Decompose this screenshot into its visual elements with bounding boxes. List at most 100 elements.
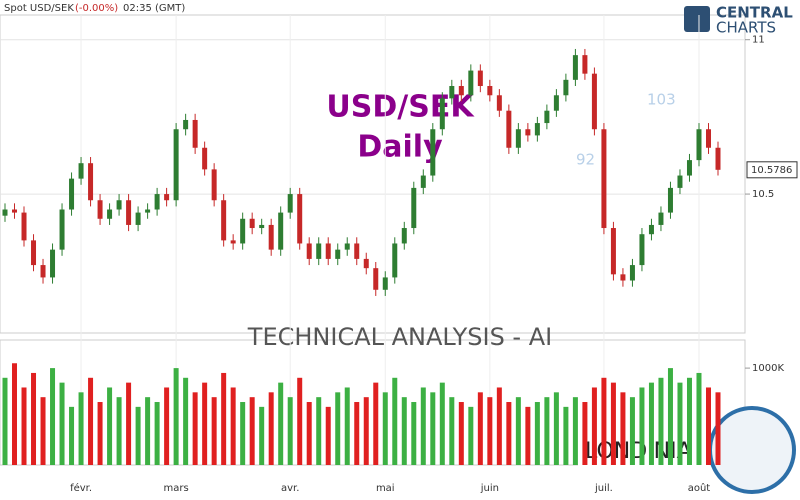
- candle-body: [553, 95, 559, 111]
- candle-body: [268, 224, 274, 250]
- x-tick-label: févr.: [70, 482, 92, 494]
- volume-bar: [620, 392, 626, 465]
- volume-bar: [221, 372, 227, 465]
- candle-body: [230, 240, 236, 244]
- candle-body: [411, 187, 417, 229]
- logo-text: CENTRAL: [716, 4, 793, 22]
- x-tick-label: juil.: [594, 483, 613, 494]
- x-tick-label: avr.: [281, 483, 299, 494]
- volume-bar: [363, 397, 369, 465]
- candle-body: [173, 129, 179, 201]
- candle-body: [572, 55, 578, 80]
- candle-body: [78, 163, 84, 179]
- last-price-label: 10.5786: [751, 165, 792, 176]
- candle-body: [373, 268, 379, 290]
- volume-bar: [534, 402, 540, 465]
- candle-body: [325, 243, 331, 259]
- candle-body: [705, 129, 711, 148]
- candle-body: [2, 209, 8, 216]
- candle-body: [515, 129, 521, 148]
- volume-bar: [88, 377, 94, 465]
- candle-body: [202, 147, 208, 170]
- volume-bar: [297, 377, 303, 465]
- volume-bar: [715, 392, 721, 465]
- y-tick-label: 11: [752, 35, 765, 46]
- candle-body: [363, 258, 369, 269]
- candle-body: [449, 86, 455, 99]
- banner: TECHNICAL ANALYSIS - AI: [247, 323, 552, 351]
- volume-bar: [50, 368, 56, 465]
- candle-body: [696, 129, 702, 161]
- volume-bar: [601, 377, 607, 465]
- candle-body: [59, 209, 65, 250]
- volume-bar: [629, 397, 635, 465]
- candle-body: [401, 228, 407, 244]
- volume-bar: [525, 406, 531, 465]
- candle-body: [221, 200, 227, 241]
- volume-bar: [135, 406, 141, 465]
- volume-bar: [439, 382, 445, 465]
- volume-bar: [401, 397, 407, 465]
- volume-bar: [477, 392, 483, 465]
- volume-bar: [69, 406, 75, 465]
- candle-body: [610, 228, 616, 275]
- candle-body: [50, 249, 56, 278]
- volume-bar: [392, 377, 398, 465]
- candle-body: [297, 194, 303, 244]
- candle-body: [439, 98, 445, 130]
- candle-body: [658, 212, 664, 225]
- change: (-0.00%): [75, 3, 118, 14]
- volume-bar: [268, 392, 274, 465]
- volume-bar: [78, 392, 84, 465]
- volume-bar: [59, 382, 65, 465]
- volume-bar: [677, 382, 683, 465]
- volume-bar: [2, 377, 8, 465]
- candle-body: [107, 209, 113, 219]
- candle-body: [677, 175, 683, 188]
- candle-body: [601, 129, 607, 229]
- candle-body: [154, 194, 160, 210]
- candle-body: [97, 200, 103, 219]
- candle-body: [420, 175, 426, 188]
- volume-bar: [705, 387, 711, 465]
- candle-body: [354, 243, 360, 259]
- volume-bar: [667, 368, 673, 465]
- volume-bar: [12, 363, 18, 465]
- volume-bar: [582, 402, 588, 465]
- candle-body: [382, 277, 388, 290]
- volume-bar: [230, 387, 236, 465]
- candle-body: [259, 224, 265, 229]
- candle-body: [12, 209, 18, 213]
- volume-bar: [648, 382, 654, 465]
- volume-bar: [610, 382, 616, 465]
- candle-body: [116, 200, 122, 210]
- volume-bar: [97, 402, 103, 465]
- candle-body: [316, 243, 322, 259]
- volume-bar: [373, 382, 379, 465]
- volume-bar: [563, 406, 569, 465]
- volume-bar: [515, 397, 521, 465]
- volume-bar: [31, 372, 37, 465]
- volume-bar: [145, 397, 151, 465]
- candle-body: [525, 129, 531, 136]
- candle-body: [667, 187, 673, 213]
- volume-bar: [211, 397, 217, 465]
- volume-bar: [126, 382, 132, 465]
- candle-body: [563, 79, 569, 96]
- volume-bar: [240, 402, 246, 465]
- logo-icon: [684, 6, 710, 32]
- volume-bar: [430, 392, 436, 465]
- last-price-box: [746, 161, 798, 179]
- x-tick-label: mars: [164, 483, 189, 494]
- avatar: [708, 406, 796, 494]
- volume-bar: [40, 397, 46, 465]
- candle-body: [458, 86, 464, 96]
- volume-bar: [192, 392, 198, 465]
- logo-text: CHARTS: [716, 19, 776, 37]
- candle-body: [620, 274, 626, 281]
- candle-body: [249, 218, 255, 229]
- candle-body: [306, 243, 312, 259]
- candle-body: [31, 240, 37, 266]
- candle-body: [534, 123, 540, 136]
